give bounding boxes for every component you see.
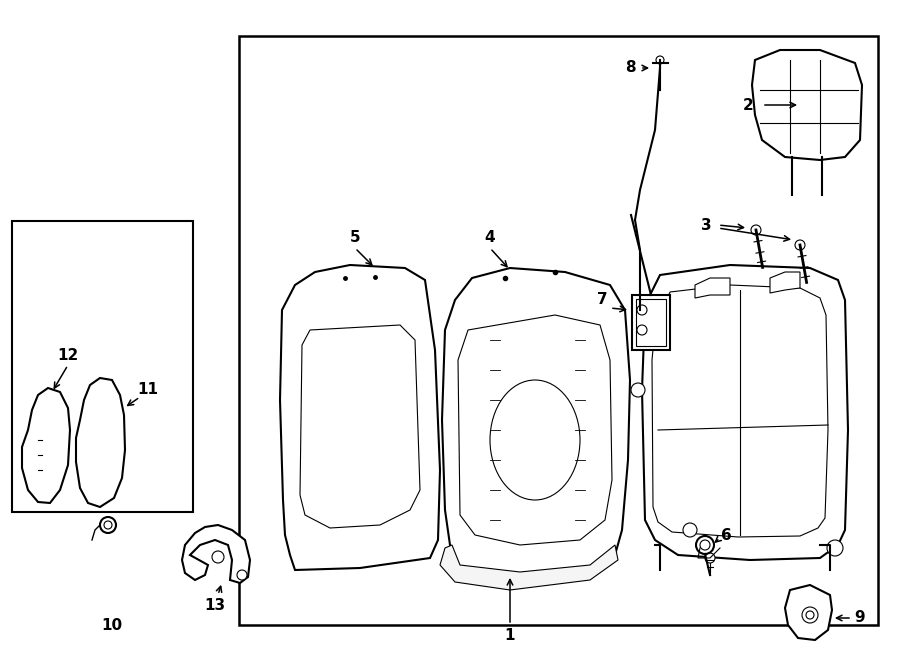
Circle shape (751, 225, 761, 235)
Circle shape (700, 540, 710, 550)
Circle shape (104, 521, 112, 529)
Text: 12: 12 (58, 348, 78, 362)
Circle shape (100, 517, 116, 533)
Text: 13: 13 (204, 598, 226, 613)
Polygon shape (76, 378, 125, 507)
Polygon shape (752, 50, 862, 160)
Bar (632, 295, 670, 350)
Circle shape (237, 570, 247, 580)
Text: 7: 7 (598, 293, 608, 307)
Bar (12, 221, 193, 512)
Polygon shape (442, 268, 630, 575)
Text: 11: 11 (138, 383, 158, 397)
Circle shape (827, 540, 843, 556)
Polygon shape (22, 388, 70, 503)
Text: 2: 2 (742, 98, 753, 112)
Text: 5: 5 (350, 231, 360, 245)
Circle shape (705, 553, 715, 563)
Polygon shape (182, 525, 250, 583)
Circle shape (631, 383, 645, 397)
Circle shape (802, 607, 818, 623)
Polygon shape (652, 285, 828, 537)
Circle shape (795, 240, 805, 250)
Bar (238, 36, 878, 625)
Circle shape (637, 305, 647, 315)
Text: 3: 3 (701, 217, 711, 233)
Polygon shape (300, 325, 420, 528)
Circle shape (806, 611, 814, 619)
Polygon shape (642, 265, 848, 560)
Circle shape (656, 56, 664, 64)
Bar (636, 299, 666, 346)
Text: 8: 8 (625, 61, 635, 75)
Polygon shape (785, 585, 832, 640)
Text: 10: 10 (102, 617, 122, 633)
Circle shape (212, 551, 224, 563)
Circle shape (683, 523, 697, 537)
Circle shape (637, 325, 647, 335)
Circle shape (696, 536, 714, 554)
Text: 1: 1 (505, 627, 515, 642)
Polygon shape (695, 278, 730, 298)
Polygon shape (458, 315, 612, 545)
Polygon shape (770, 272, 800, 293)
Text: 6: 6 (721, 527, 732, 543)
Polygon shape (440, 545, 618, 590)
Text: 4: 4 (485, 231, 495, 245)
Text: 9: 9 (855, 611, 865, 625)
Ellipse shape (490, 380, 580, 500)
Polygon shape (280, 265, 440, 570)
